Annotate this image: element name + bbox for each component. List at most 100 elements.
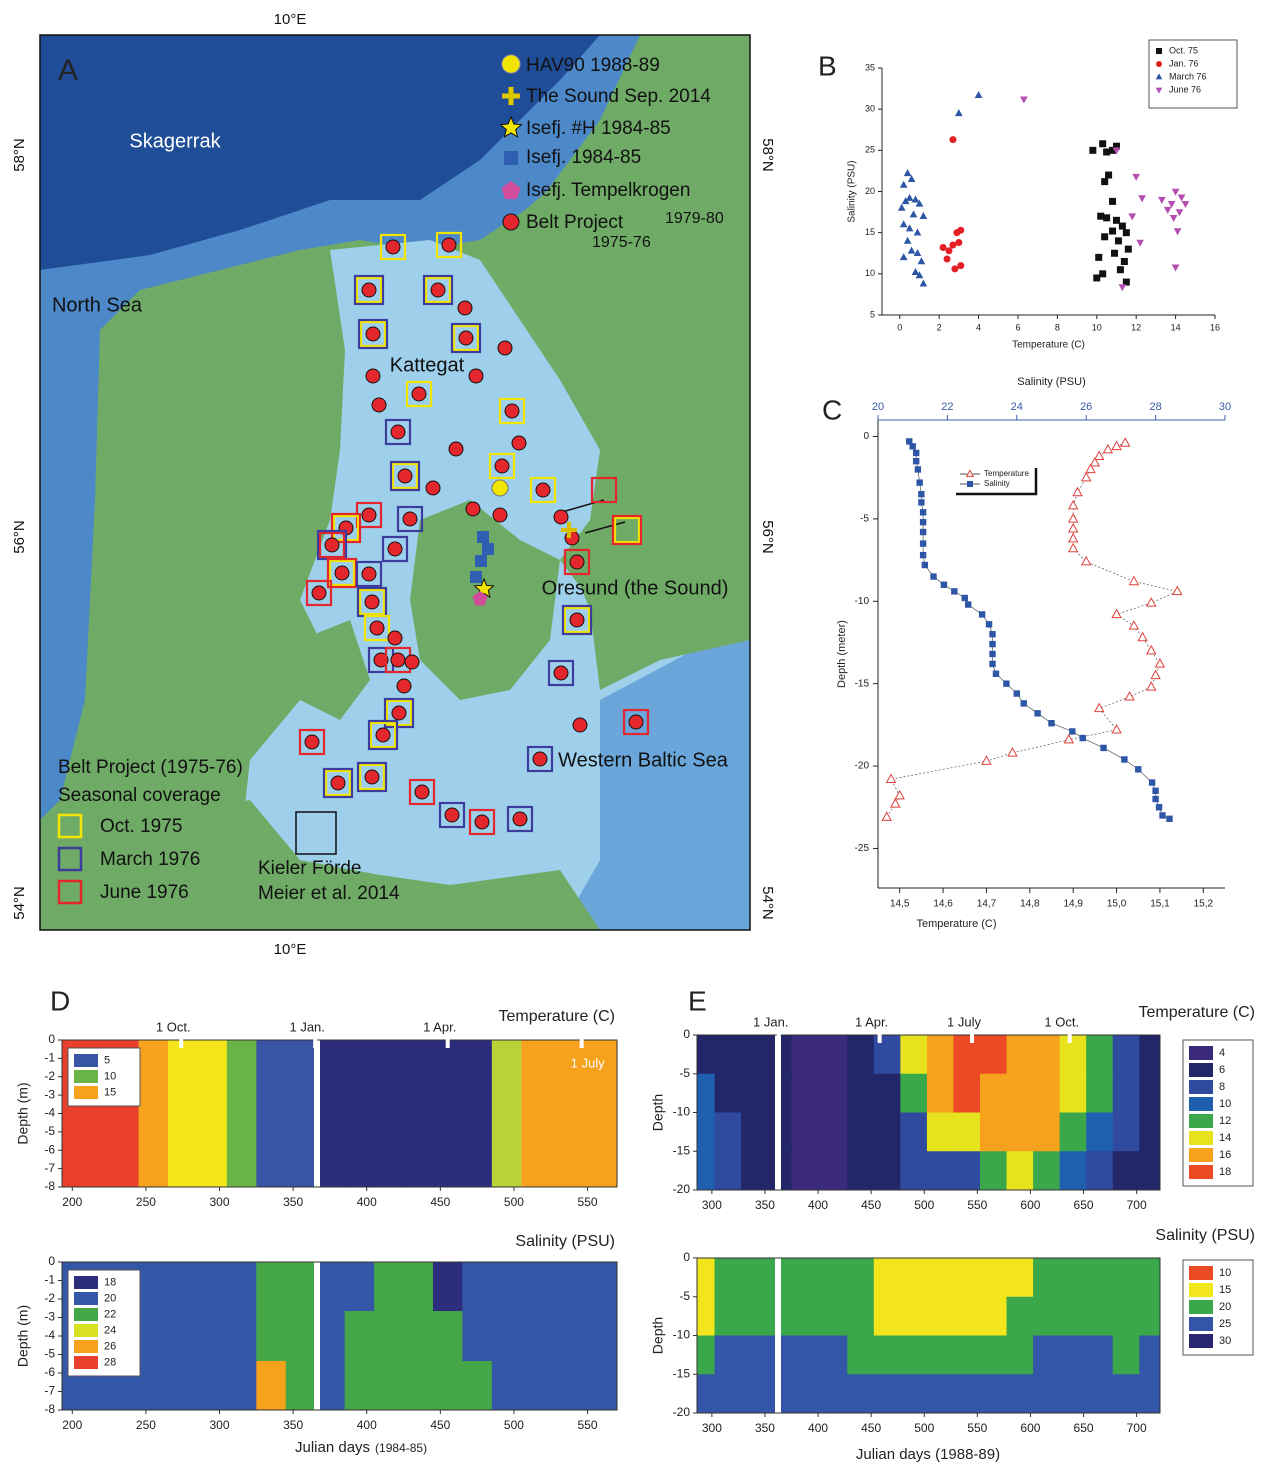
- x-tick-label: 650: [1074, 1421, 1094, 1435]
- place: Skagerrak: [129, 130, 221, 152]
- x-axis-label-note: (1984-85): [375, 1441, 427, 1455]
- baltic: [560, 620, 750, 930]
- cell: [138, 1040, 169, 1188]
- marker: [945, 247, 953, 255]
- y-tick-label: -5: [44, 1347, 55, 1361]
- x-tick-label: 2: [937, 322, 942, 332]
- panel-label: D: [50, 985, 70, 1016]
- marker: [1097, 212, 1105, 220]
- place: Kattegat: [390, 354, 465, 376]
- cell: [1086, 1258, 1114, 1298]
- cell: [462, 1262, 493, 1312]
- y-tick-label: -2: [44, 1291, 55, 1305]
- station-box: [355, 276, 383, 304]
- marker: [919, 518, 927, 526]
- isefj-station: [475, 555, 487, 567]
- station: [474, 814, 490, 830]
- marker: [1118, 284, 1127, 292]
- marker: [1150, 669, 1161, 680]
- cell: [521, 1311, 552, 1362]
- cell: [791, 1335, 822, 1375]
- marker: [911, 267, 920, 275]
- funen: [300, 620, 370, 720]
- cell: [741, 1073, 766, 1113]
- marker: [1102, 443, 1114, 454]
- cell: [820, 1151, 848, 1191]
- marker: [1146, 681, 1157, 691]
- date-label: 1 Oct.: [1044, 1014, 1079, 1029]
- station: [492, 507, 508, 523]
- cell: [741, 1112, 766, 1152]
- cell: [820, 1335, 848, 1375]
- x2-tick-label: 20: [872, 401, 884, 413]
- cell: [1139, 1112, 1161, 1152]
- legend-box: [1148, 39, 1238, 109]
- x-tick-label: 700: [1127, 1421, 1147, 1435]
- cell: [462, 1311, 493, 1362]
- x-tick-label: 10: [1092, 322, 1102, 332]
- colorbar-swatch: [1189, 1148, 1213, 1162]
- cell: [820, 1258, 848, 1298]
- cell: [873, 1151, 901, 1191]
- cell: [344, 1311, 375, 1362]
- marker: [919, 528, 927, 536]
- colorbar-label: 15: [1219, 1284, 1231, 1296]
- marker: [915, 199, 924, 207]
- y-tick-label: 25: [865, 145, 875, 155]
- station: [387, 541, 403, 557]
- station: [396, 678, 412, 694]
- marker: [1171, 264, 1180, 272]
- y-axis-label: Depth: [650, 1094, 666, 1131]
- station-box: [358, 763, 386, 791]
- colorbar-swatch: [1189, 1046, 1213, 1060]
- station-box: [358, 588, 386, 616]
- cell: [900, 1335, 928, 1375]
- cell: [167, 1360, 198, 1411]
- cell: [926, 1335, 954, 1375]
- x-tick-label: 250: [136, 1195, 156, 1209]
- marker: [921, 561, 929, 569]
- marker: [949, 241, 957, 249]
- x-tick-label: 600: [1020, 1421, 1040, 1435]
- station: [497, 340, 513, 356]
- marker: [1067, 513, 1079, 523]
- marker: [919, 212, 928, 219]
- marker: [1121, 756, 1128, 763]
- x-tick-label: 14,6: [933, 899, 953, 910]
- marker: [1111, 723, 1122, 734]
- cell: [741, 1151, 766, 1191]
- station-box: [355, 560, 383, 588]
- date-label: 1 Jan.: [753, 1014, 788, 1029]
- marker: [1124, 691, 1135, 701]
- station: [397, 468, 413, 484]
- marker: [916, 479, 923, 486]
- colorbar-label: 6: [1219, 1064, 1225, 1076]
- colorbar-label: 26: [104, 1340, 116, 1352]
- station-box: [353, 274, 385, 306]
- colorbar-swatch: [1189, 1266, 1213, 1280]
- marker: [919, 279, 928, 287]
- cell: [1006, 1335, 1034, 1375]
- marker: [1157, 196, 1166, 204]
- cell: [953, 1035, 981, 1075]
- x-tick-label: 550: [578, 1195, 598, 1209]
- cell: [847, 1035, 875, 1075]
- legend-label: March 76: [1169, 71, 1207, 81]
- cell: [873, 1258, 901, 1298]
- isefj-station: [470, 571, 482, 583]
- marker: [911, 195, 920, 203]
- cell: [491, 1360, 522, 1411]
- colorbar-swatch: [1189, 1283, 1213, 1297]
- germany: [40, 800, 600, 930]
- station: [364, 769, 380, 785]
- legend-symbol: [501, 54, 521, 74]
- station-box: [359, 320, 387, 348]
- x-tick-label: 450: [861, 1198, 881, 1212]
- colorbar-swatch: [1189, 1300, 1213, 1314]
- cell: [741, 1258, 766, 1298]
- date-tick: [776, 1034, 781, 1043]
- y-tick-label: -20: [855, 761, 870, 772]
- marker: [1181, 201, 1190, 209]
- marker: [1093, 274, 1101, 282]
- y-tick-label: -3: [44, 1310, 55, 1324]
